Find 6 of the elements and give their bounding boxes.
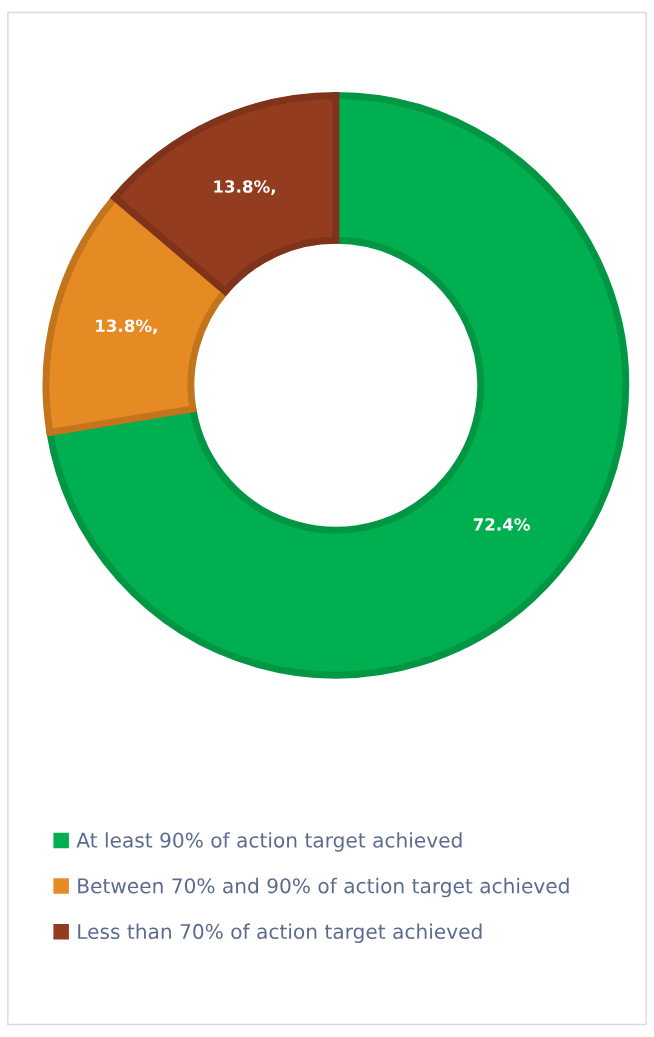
data-label: 72.4% xyxy=(473,518,530,531)
data-label: 13.8%, xyxy=(214,180,275,195)
data-label: 13.8%, xyxy=(96,319,157,335)
legend-label: Between 70% and 90% of action target achieved xyxy=(78,877,569,898)
legend-label: Less than 70% of action target achieved xyxy=(78,923,482,943)
legend-label: At least 90% of action target achieved xyxy=(76,832,462,852)
